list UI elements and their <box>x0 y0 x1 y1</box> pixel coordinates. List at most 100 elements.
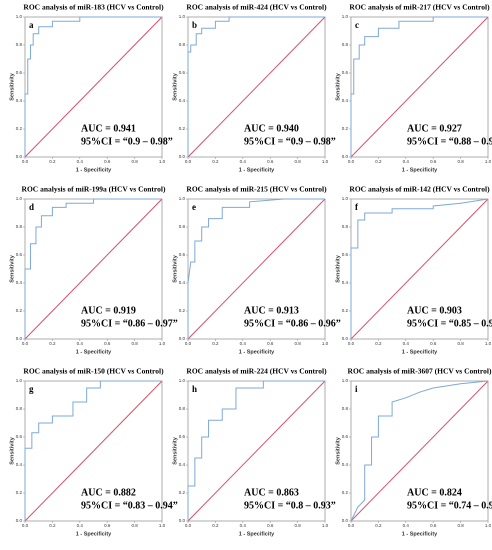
x-axis-label: 1 - Specificity <box>239 167 275 173</box>
y-tick-label: 0.6 <box>179 70 186 75</box>
y-tick-label: 0.2 <box>16 490 23 495</box>
x-tick-label: 0.6 <box>267 159 274 164</box>
annotation: AUC = 0.941 <box>81 123 136 134</box>
x-tick-label: 0.6 <box>430 523 437 528</box>
y-tick-label: 0.4 <box>16 462 23 467</box>
x-tick-label: 1.0 <box>485 523 492 528</box>
x-tick-label: 0.8 <box>457 341 464 346</box>
y-tick-label: 0.8 <box>179 42 186 47</box>
x-tick-label: 1.0 <box>159 159 166 164</box>
y-tick-label: 0.4 <box>342 280 349 285</box>
x-tick-label: 0.4 <box>77 159 84 164</box>
x-tick-label: 0.8 <box>131 341 138 346</box>
panel-letter: e <box>192 202 196 212</box>
y-tick-label: 0.6 <box>179 252 186 257</box>
annotation: 95%CI = “0.9 – 0.98” <box>244 136 336 147</box>
x-axis-label: 1 - Specificity <box>76 167 112 173</box>
panel-letter: f <box>355 202 359 212</box>
x-tick-label: 0.8 <box>457 523 464 528</box>
x-tick-label: 0.6 <box>267 523 274 528</box>
x-tick-label: 0.4 <box>77 341 84 346</box>
roc-curve <box>187 380 325 521</box>
chart-title: ROC analysis of miR-183 (HCV vs Control) <box>23 3 164 12</box>
reference-line <box>187 380 326 522</box>
y-tick-label: 1.0 <box>342 14 349 19</box>
annotation: 95%CI = “0.86 – 0.96” <box>244 318 341 329</box>
roc-curve <box>187 16 325 157</box>
x-tick-label: 0.0 <box>185 159 192 164</box>
x-tick-label: 1.0 <box>159 341 166 346</box>
x-tick-label: 1.0 <box>322 341 329 346</box>
y-tick-label: 0.0 <box>342 518 349 523</box>
x-tick-label: 0.0 <box>22 341 29 346</box>
y-tick-label: 0.8 <box>16 42 23 47</box>
x-tick-label: 0.2 <box>375 523 382 528</box>
reference-line <box>187 198 326 340</box>
x-axis-label: 1 - Specificity <box>402 167 438 173</box>
y-tick-label: 1.0 <box>16 378 23 383</box>
panel-letter: h <box>192 384 197 394</box>
y-tick-label: 0.8 <box>342 406 349 411</box>
x-tick-label: 0.0 <box>22 159 29 164</box>
y-tick-label: 0.8 <box>16 224 23 229</box>
y-tick-label: 0.0 <box>16 154 23 159</box>
panel-letter: b <box>192 20 197 30</box>
panel-letter: i <box>355 384 358 394</box>
roc-curve <box>24 380 162 521</box>
x-tick-label: 0.6 <box>104 341 111 346</box>
reference-line <box>24 380 163 522</box>
y-tick-label: 0.8 <box>342 224 349 229</box>
y-tick-label: 0.2 <box>342 308 349 313</box>
x-tick-label: 0.0 <box>348 159 355 164</box>
y-tick-label: 0.4 <box>342 462 349 467</box>
x-tick-label: 0.4 <box>240 523 247 528</box>
y-tick-label: 0.6 <box>16 434 23 439</box>
y-tick-label: 1.0 <box>342 196 349 201</box>
x-tick-label: 0.4 <box>403 523 410 528</box>
y-tick-label: 0.2 <box>342 126 349 131</box>
annotation: 95%CI = “0.88 – 0.97” <box>407 136 492 147</box>
y-tick-label: 0.2 <box>179 126 186 131</box>
y-tick-label: 0.4 <box>179 462 186 467</box>
annotation: 95%CI = “0.83 – 0.94” <box>81 500 178 511</box>
y-tick-label: 1.0 <box>179 378 186 383</box>
y-tick-label: 0.0 <box>16 336 23 341</box>
y-tick-label: 0.4 <box>179 280 186 285</box>
x-tick-label: 0.4 <box>240 341 247 346</box>
x-tick-label: 0.6 <box>430 341 437 346</box>
y-tick-label: 0.2 <box>16 308 23 313</box>
x-axis-label: 1 - Specificity <box>76 531 112 537</box>
y-tick-label: 0.6 <box>16 252 23 257</box>
y-tick-label: 0.0 <box>16 518 23 523</box>
x-tick-label: 0.2 <box>212 523 219 528</box>
chart-title: ROC analysis of miR-424 (HCV vs Control) <box>186 3 327 12</box>
x-tick-label: 0.2 <box>49 159 56 164</box>
x-tick-label: 0.2 <box>212 159 219 164</box>
y-tick-label: 0.6 <box>16 70 23 75</box>
y-tick-label: 0.6 <box>342 252 349 257</box>
x-tick-label: 0.4 <box>77 523 84 528</box>
reference-line <box>24 198 163 340</box>
x-tick-label: 0.4 <box>240 159 247 164</box>
y-tick-label: 0.2 <box>179 490 186 495</box>
y-tick-label: 0.2 <box>179 308 186 313</box>
roc-curve <box>187 198 325 339</box>
x-tick-label: 0.8 <box>294 523 301 528</box>
y-tick-label: 0.2 <box>342 490 349 495</box>
annotation: AUC = 0.940 <box>244 123 299 134</box>
x-axis-label: 1 - Specificity <box>239 349 275 355</box>
roc-curve <box>350 16 488 157</box>
chart-title: ROC analysis of miR-199a (HCV vs Control… <box>22 185 166 194</box>
x-tick-label: 0.6 <box>104 159 111 164</box>
y-tick-label: 0.8 <box>179 406 186 411</box>
chart-title: ROC analysis of miR-150 (HCV vs Control) <box>23 367 164 376</box>
y-tick-label: 1.0 <box>342 378 349 383</box>
x-tick-label: 1.0 <box>159 523 166 528</box>
chart-title: ROC analysis of miR-3607 (HCV vs Control… <box>348 367 492 376</box>
x-tick-label: 0.8 <box>294 341 301 346</box>
y-tick-label: 0.0 <box>342 336 349 341</box>
y-tick-label: 1.0 <box>179 14 186 19</box>
reference-line <box>350 380 489 522</box>
x-tick-label: 0.0 <box>348 341 355 346</box>
x-axis-label: 1 - Specificity <box>239 531 275 537</box>
